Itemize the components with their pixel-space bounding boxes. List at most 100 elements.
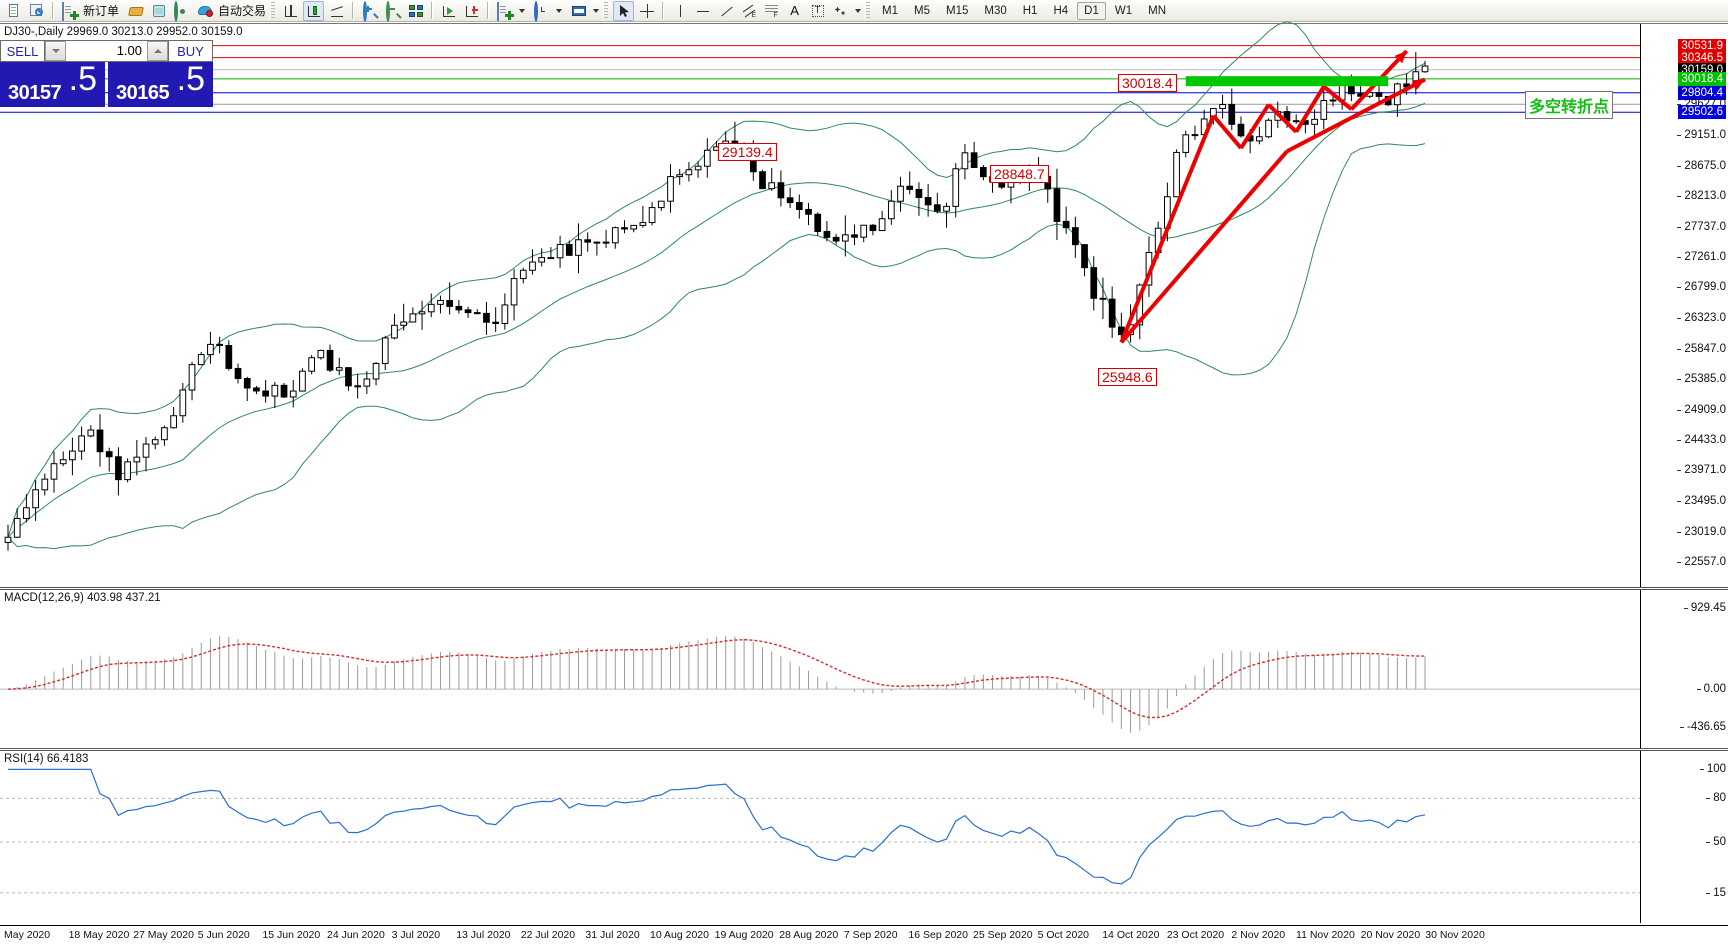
price-chart-canvas[interactable] — [0, 21, 1640, 588]
toolbar-grip[interactable] — [270, 2, 276, 19]
text-label-icon[interactable]: T — [807, 1, 828, 21]
auto-trading-label[interactable]: 自动交易 — [218, 4, 267, 18]
objects-icon[interactable] — [830, 1, 851, 21]
market-watch-icon[interactable] — [26, 1, 47, 21]
new-order-label[interactable]: 新订单 — [83, 4, 120, 18]
time-tick-16: 5 Oct 2020 — [1037, 929, 1089, 941]
sell-price-decimal: .5 — [68, 60, 97, 98]
volume-decrement-button[interactable] — [45, 41, 66, 61]
time-tick-10: 10 Aug 2020 — [650, 929, 709, 941]
bar-chart-icon[interactable] — [280, 1, 301, 21]
history-icon[interactable] — [125, 1, 146, 21]
buy-price-box[interactable]: 30165 .5 — [108, 60, 213, 107]
toolbar-grip-3[interactable] — [865, 2, 871, 19]
zoom-in-icon[interactable] — [359, 0, 380, 22]
candlestick-chart-icon[interactable] — [303, 0, 325, 21]
timeframe-w1[interactable]: W1 — [1114, 4, 1133, 17]
crosshair-icon[interactable] — [636, 1, 657, 21]
rsi-axis[interactable]: 100 80 50 15 — [1640, 751, 1728, 923]
equidistant-channel-icon[interactable]: E — [738, 1, 759, 21]
toolbar-separator-5 — [662, 2, 665, 19]
price-tick-28675-0: 28675.0 — [1677, 160, 1726, 172]
buy-button[interactable]: BUY — [168, 40, 213, 62]
time-tick-21: 20 Nov 2020 — [1360, 929, 1421, 941]
macd-canvas[interactable] — [0, 590, 1640, 748]
price-tick-27261-0: 27261.0 — [1677, 251, 1726, 263]
zoom-out-icon[interactable] — [382, 0, 403, 22]
price-tick-25847-0: 25847.0 — [1677, 343, 1726, 355]
sell-button[interactable]: SELL — [0, 40, 45, 62]
pane-separator-rsi[interactable] — [0, 748, 1728, 751]
price-tick-23019-0: 23019.0 — [1677, 526, 1726, 538]
auto-scroll-icon[interactable] — [461, 1, 482, 21]
volume-value[interactable]: 1.00 — [116, 43, 142, 58]
volume-stepper[interactable]: 1.00 — [45, 40, 168, 62]
rsi-canvas[interactable] — [0, 751, 1640, 923]
tile-windows-icon[interactable] — [405, 1, 426, 21]
rsi-title: RSI(14) 66.4183 — [4, 753, 89, 765]
time-tick-14: 16 Sep 2020 — [908, 929, 968, 941]
periods-dropdown-caret[interactable] — [556, 8, 563, 13]
time-tick-13: 7 Sep 2020 — [843, 929, 898, 941]
time-tick-7: 13 Jul 2020 — [456, 929, 511, 941]
one-click-trading-panel: SELL 1.00 BUY 30157 .5 30165 .5 — [0, 40, 213, 107]
vertical-line-icon[interactable] — [669, 1, 690, 21]
templates-dropdown-caret[interactable] — [593, 8, 600, 13]
timeframe-m5[interactable]: M5 — [914, 4, 930, 17]
volume-increment-button[interactable] — [147, 41, 168, 61]
price-tick-28213-0: 28213.0 — [1677, 190, 1726, 202]
timeframe-mn[interactable]: MN — [1148, 4, 1166, 17]
new-order-icon[interactable] — [59, 1, 80, 21]
time-axis[interactable]: May 2020 18 May 2020 27 May 2020 5 Jun 2020… — [0, 925, 1728, 945]
templates-icon[interactable] — [568, 1, 589, 21]
macd-pane[interactable]: MACD(12,26,9) 403.98 437.21 929.45 0.00 -4… — [0, 590, 1728, 748]
horizontal-line-icon[interactable] — [692, 1, 713, 21]
price-label-29502-6: 29502.6 — [1678, 105, 1726, 120]
terminal-icon[interactable] — [3, 1, 24, 21]
price-tick-29151-0: 29151.0 — [1677, 129, 1726, 141]
price-axis[interactable]: 29151.0 28675.0 28213.0 27737.0 27261.0 26799… — [1640, 24, 1728, 588]
sell-price-integer: 30157 — [8, 82, 62, 104]
timeframe-h1[interactable]: H1 — [1022, 4, 1038, 17]
toolbar-separator-2 — [352, 2, 355, 19]
price-tick-22557-0: 22557.0 — [1677, 556, 1726, 568]
chart-shift-icon[interactable] — [438, 1, 459, 21]
toolbar-grip-2[interactable] — [603, 2, 609, 19]
sell-price-box[interactable]: 30157 .5 — [0, 60, 105, 107]
trendline-icon[interactable] — [715, 1, 736, 21]
chevron-up-icon — [153, 49, 162, 53]
indicators-icon[interactable] — [494, 1, 515, 21]
time-tick-20: 11 Nov 2020 — [1296, 929, 1355, 941]
macd-axis[interactable]: 929.45 0.00 -436.65 — [1640, 590, 1728, 748]
pane-separator-macd[interactable] — [0, 587, 1728, 590]
buy-price-decimal: .5 — [176, 60, 205, 98]
price-label-30018-4: 30018.4 — [1678, 71, 1726, 86]
price-chart-pane[interactable]: DJ30-,Daily 29969.0 30213.0 29952.0 3015… — [0, 21, 1728, 588]
signals-icon[interactable] — [171, 0, 192, 22]
macd-tick-neg436-65: -436.65 — [1679, 721, 1726, 733]
periods-icon[interactable] — [531, 0, 552, 22]
rsi-tick-15: 15 — [1706, 887, 1726, 899]
objects-dropdown-caret[interactable] — [855, 8, 862, 13]
time-tick-15: 25 Sep 2020 — [973, 929, 1033, 941]
fibonacci-icon[interactable]: F — [761, 1, 782, 21]
indicators-dropdown-caret[interactable] — [519, 8, 526, 13]
auto-trading-icon[interactable] — [194, 1, 215, 21]
rsi-pane[interactable]: RSI(14) 66.4183 100 80 50 15 — [0, 751, 1728, 923]
text-icon[interactable]: A — [784, 1, 805, 21]
price-tick-23495-0: 23495.0 — [1677, 495, 1726, 507]
timeframe-h4[interactable]: H4 — [1053, 4, 1069, 17]
text-icon-label: A — [790, 3, 799, 18]
macd-tick-929neg45: 929.45 — [1683, 602, 1726, 614]
timeframe-m15[interactable]: M15 — [946, 4, 969, 17]
mailbox-icon[interactable] — [148, 1, 169, 21]
time-tick-2: 27 May 2020 — [133, 929, 194, 941]
time-tick-12: 28 Aug 2020 — [779, 929, 839, 941]
timeframe-m30[interactable]: M30 — [984, 4, 1007, 17]
timeframe-m1[interactable]: M1 — [882, 4, 899, 17]
cursor-icon[interactable] — [613, 0, 635, 21]
one-click-trading-header: SELL 1.00 BUY — [0, 40, 213, 62]
line-chart-icon[interactable] — [326, 1, 347, 21]
timeframe-d1[interactable]: D1 — [1077, 1, 1106, 20]
toolbar-separator-4 — [487, 2, 490, 19]
